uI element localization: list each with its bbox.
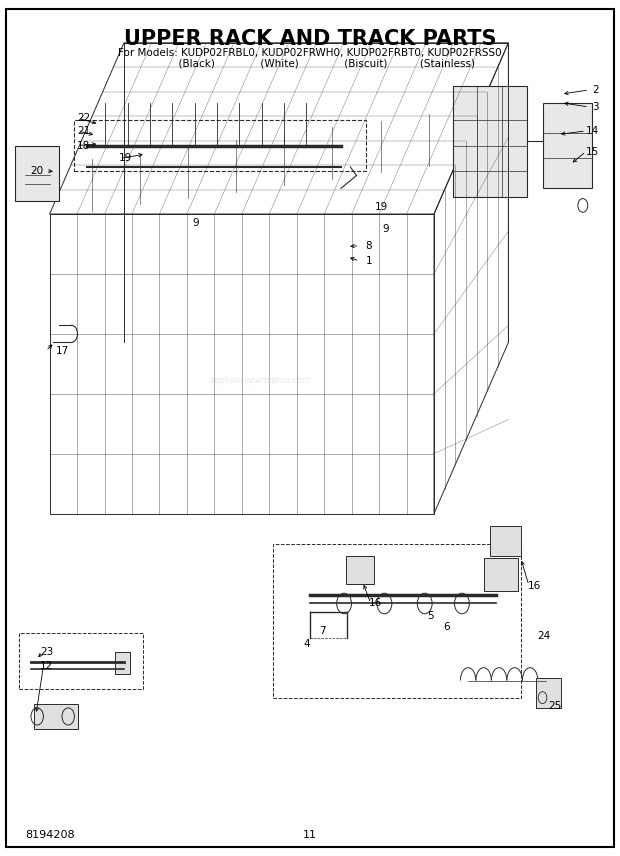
- Bar: [34, 704, 78, 729]
- Text: (Black)              (White)              (Biscuit)          (Stainless): (Black) (White) (Biscuit) (Stainless): [146, 58, 474, 68]
- Text: 22: 22: [77, 113, 91, 123]
- Text: 17: 17: [55, 346, 69, 356]
- Text: 25: 25: [548, 701, 562, 711]
- Bar: [484, 558, 518, 591]
- Text: 11: 11: [303, 830, 317, 841]
- Bar: [490, 526, 521, 556]
- Text: 5: 5: [428, 611, 434, 621]
- Bar: [536, 678, 561, 708]
- Bar: [346, 556, 374, 584]
- Text: 21: 21: [77, 126, 91, 136]
- Text: appliancepartspros.com: appliancepartspros.com: [210, 377, 311, 385]
- FancyBboxPatch shape: [16, 146, 59, 201]
- Text: 9: 9: [383, 223, 389, 234]
- Text: 19: 19: [118, 153, 132, 163]
- Text: 19: 19: [374, 202, 388, 212]
- Text: 6: 6: [443, 621, 449, 632]
- Text: For Models: KUDP02FRBL0, KUDP02FRWH0, KUDP02FRBT0, KUDP02FRSS0: For Models: KUDP02FRBL0, KUDP02FRWH0, KU…: [118, 48, 502, 58]
- Text: 16: 16: [368, 598, 382, 609]
- Bar: [273, 544, 521, 698]
- Text: 2: 2: [592, 85, 598, 95]
- Text: 12: 12: [40, 661, 53, 671]
- Text: 8: 8: [366, 241, 372, 251]
- Text: 18: 18: [77, 140, 91, 151]
- Text: 8194208: 8194208: [25, 830, 74, 841]
- Text: 1: 1: [366, 256, 372, 266]
- Bar: [74, 120, 366, 171]
- Text: 23: 23: [40, 647, 53, 657]
- Text: 16: 16: [528, 580, 541, 591]
- Text: 4: 4: [304, 639, 310, 649]
- Text: 24: 24: [537, 631, 551, 641]
- Text: 3: 3: [592, 102, 598, 112]
- Bar: [453, 86, 527, 197]
- Text: 15: 15: [585, 146, 599, 157]
- Bar: [542, 103, 592, 188]
- Text: 20: 20: [30, 166, 44, 176]
- Text: 9: 9: [192, 217, 198, 228]
- Bar: [115, 652, 130, 674]
- Text: UPPER RACK AND TRACK PARTS: UPPER RACK AND TRACK PARTS: [124, 28, 496, 49]
- Bar: [19, 633, 143, 689]
- Text: 14: 14: [585, 126, 599, 136]
- Text: 7: 7: [319, 626, 326, 636]
